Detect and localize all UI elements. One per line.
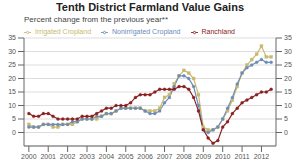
- svg-text:2005: 2005: [118, 153, 134, 160]
- svg-text:0: 0: [12, 129, 16, 136]
- svg-text:5: 5: [284, 115, 288, 122]
- svg-text:30: 30: [8, 48, 16, 55]
- svg-text:10: 10: [8, 102, 16, 109]
- svg-text:2001: 2001: [40, 153, 56, 160]
- svg-text:2003: 2003: [79, 153, 95, 160]
- html-text:Ranchland: Ranchland: [201, 28, 235, 35]
- svg-text:20: 20: [284, 75, 292, 82]
- svg-text:5: 5: [12, 115, 16, 122]
- svg-text:2000: 2000: [21, 153, 37, 160]
- svg-text:2010: 2010: [215, 153, 231, 160]
- html-text:Percent change from the previo: Percent change from the previous year**: [24, 15, 169, 24]
- svg-text:2008: 2008: [176, 153, 192, 160]
- svg-text:25: 25: [8, 61, 16, 68]
- svg-text:35: 35: [8, 34, 16, 41]
- svg-text:15: 15: [284, 88, 292, 95]
- svg-text:2009: 2009: [196, 153, 212, 160]
- svg-text:2006: 2006: [137, 153, 153, 160]
- svg-text:2012: 2012: [254, 153, 270, 160]
- html-text:Irrigated Cropland: Irrigated Cropland: [35, 28, 91, 35]
- svg-text:2002: 2002: [60, 153, 76, 160]
- svg-text:20: 20: [8, 75, 16, 82]
- svg-text:2007: 2007: [157, 153, 173, 160]
- html-text:Tenth District Farmland Value: Tenth District Farmland Value Gains: [56, 1, 244, 13]
- svg-text:35: 35: [284, 34, 292, 41]
- svg-text:2004: 2004: [99, 153, 115, 160]
- svg-text:25: 25: [284, 61, 292, 68]
- svg-text:10: 10: [284, 102, 292, 109]
- svg-text:30: 30: [284, 48, 292, 55]
- svg-text:15: 15: [8, 88, 16, 95]
- html-text:Nonirrigated Cropland: Nonirrigated Cropland: [112, 28, 181, 35]
- svg-text:0: 0: [284, 129, 288, 136]
- svg-text:2011: 2011: [235, 153, 250, 160]
